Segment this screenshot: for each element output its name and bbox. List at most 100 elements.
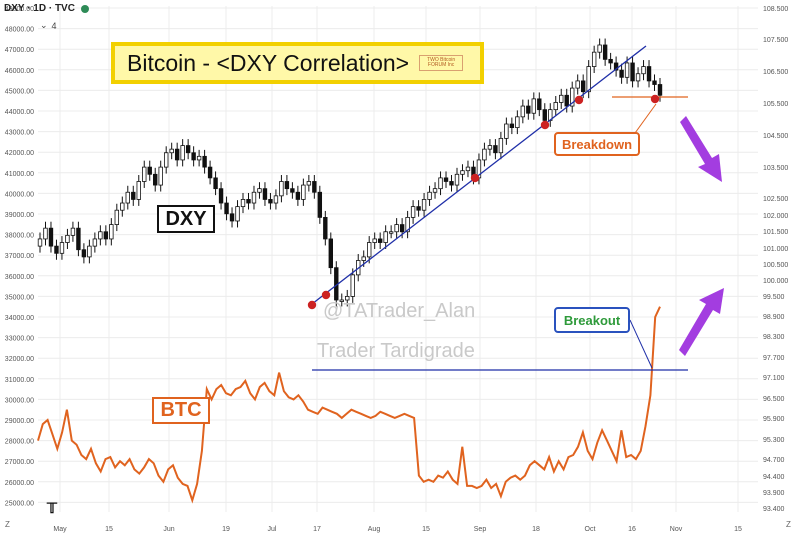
dxy-candle-body — [54, 245, 59, 254]
dxy-candle-body — [76, 227, 81, 251]
right-tick-label: 104.500 — [763, 133, 788, 140]
dxy-candle-body — [537, 98, 542, 111]
right-tick-label: 105.500 — [763, 101, 788, 108]
dxy-candle-body — [388, 231, 394, 234]
dxy-candle-body — [597, 44, 602, 53]
time-tick-label: 15 — [422, 526, 430, 533]
dxy-candle-body — [361, 256, 366, 261]
dxy-candle-body — [196, 155, 202, 161]
dxy-candle-body — [372, 238, 377, 243]
pivot-dot — [574, 95, 584, 105]
dxy-candle-body — [520, 105, 526, 118]
right-tick-label: 102.500 — [763, 196, 788, 203]
dxy-candle-body — [317, 191, 323, 218]
dxy-candle-body — [586, 66, 591, 93]
symbol-label[interactable]: DXY · 1D · TVC — [4, 3, 75, 14]
dxy-candle-body — [509, 123, 515, 129]
right-tick-label: 98.300 — [763, 334, 785, 341]
breakdown-callout: Breakdown — [554, 132, 640, 156]
dxy-candle-body — [328, 238, 333, 269]
dxy-candle-body — [580, 80, 586, 93]
dxy-candle-body — [383, 231, 388, 243]
left-tick-label: 34000.00 — [5, 315, 34, 322]
dxy-candle-body — [482, 148, 487, 161]
right-tick-label: 97.700 — [763, 355, 785, 362]
dxy-candle-body — [432, 188, 438, 193]
dxy-candle-body — [306, 181, 312, 186]
dxy-candle-body — [87, 245, 92, 258]
dxy-candle-body — [174, 148, 180, 161]
dxy-candle-body — [493, 145, 498, 154]
indicator-toggle[interactable]: ⌄ 4 — [40, 20, 57, 31]
right-tick-label: 106.500 — [763, 69, 788, 76]
dxy-candle-body — [498, 137, 504, 154]
dxy-candle-body — [410, 206, 416, 218]
time-tick-label: 18 — [532, 526, 540, 533]
left-tick-label: 30000.00 — [5, 397, 34, 404]
pivot-dot — [321, 290, 331, 300]
btc-line-group — [37, 306, 661, 504]
pivot-dot — [650, 94, 660, 104]
dxy-candle-body — [570, 87, 575, 107]
dxy-candle-body — [608, 58, 613, 64]
right-tick-label: 94.400 — [763, 474, 785, 481]
dxy-candle-body — [575, 80, 580, 89]
symbol-header[interactable]: DXY · 1D · TVC — [4, 3, 89, 14]
dxy-candle-body — [515, 116, 520, 129]
time-tick-label: Aug — [368, 526, 381, 533]
dxy-candle-body — [125, 191, 130, 204]
left-tick-label: 47000.00 — [5, 47, 34, 54]
left-tick-label: 28000.00 — [5, 439, 34, 446]
right-tick-label: 102.000 — [763, 213, 788, 220]
dxy-candle-body — [257, 188, 262, 193]
left-tick-label: 41000.00 — [5, 171, 34, 178]
dxy-candle-body — [48, 227, 54, 247]
dxy-candles — [37, 38, 663, 307]
left-tick-label: 46000.00 — [5, 68, 34, 75]
dxy-candle-body — [246, 199, 251, 204]
time-tick-label: Nov — [670, 526, 683, 533]
dxy-candle-body — [449, 181, 454, 186]
right-tick-label: 94.700 — [763, 457, 785, 464]
dxy-candle-body — [350, 274, 355, 297]
chart-title-box: Bitcoin - <DXY Correlation> TWO Bitcoin … — [111, 42, 484, 84]
right-tick-label: 107.500 — [763, 37, 788, 44]
dxy-candle-body — [465, 166, 471, 172]
time-tick-label: Jun — [163, 526, 174, 533]
pivot-dot — [307, 300, 317, 310]
time-tick-label: May — [53, 526, 67, 533]
dxy-candle-body — [295, 191, 301, 200]
dxy-candle-body — [185, 145, 191, 154]
dxy-candle-body — [487, 145, 493, 150]
dxy-candle-body — [367, 242, 372, 258]
dxy-candle-body — [120, 202, 125, 211]
dxy-candle-body — [169, 148, 174, 154]
dxy-candle-body — [158, 166, 163, 186]
right-corner-mark: Z — [786, 520, 791, 529]
btc-price-line — [37, 306, 661, 504]
dxy-candle-body — [427, 191, 432, 200]
dxy-candle-body — [240, 199, 246, 208]
indicator-count: 4 — [51, 20, 57, 31]
left-tick-label: 37000.00 — [5, 253, 34, 260]
left-tick-label: 36000.00 — [5, 274, 34, 281]
dxy-candle-body — [224, 202, 229, 215]
dxy-candle-body — [613, 62, 619, 71]
dxy-candle-body — [235, 206, 240, 222]
dxy-label: DXY — [157, 205, 215, 233]
chevron-down-icon[interactable]: ⌄ — [40, 20, 48, 30]
dxy-candle-body — [251, 191, 257, 204]
dxy-candle-body — [416, 206, 421, 211]
dxy-candle-body — [59, 242, 65, 254]
pivot-dot — [470, 173, 480, 183]
dxy-candle-body — [394, 224, 399, 233]
left-tick-label: 45000.00 — [5, 88, 34, 95]
tradingview-logo: 𝕋 — [47, 500, 57, 516]
right-tick-label: 100.500 — [763, 262, 788, 269]
grid-lines — [38, 6, 758, 512]
dxy-candle-body — [279, 181, 284, 197]
left-tick-label: 33000.00 — [5, 336, 34, 343]
breakout-pointer — [629, 319, 653, 369]
market-status-icon — [80, 4, 89, 13]
